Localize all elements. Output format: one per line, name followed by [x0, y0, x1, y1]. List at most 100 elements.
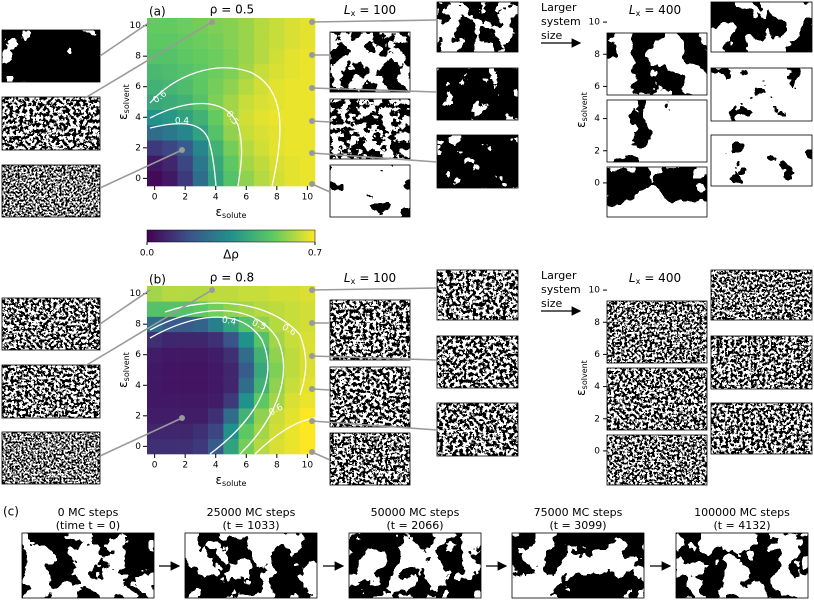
contour-label: 0.4 — [175, 117, 190, 127]
heatmap-cell — [147, 170, 163, 187]
heatmap-cell — [269, 33, 285, 49]
y-tick-label: 2 — [135, 411, 141, 421]
contour-line — [149, 316, 269, 455]
connector — [311, 152, 438, 163]
x-tick-label: 6 — [243, 193, 249, 203]
heatmap-cell — [223, 316, 239, 333]
y-axis-label-subscript: solvent — [122, 352, 131, 381]
heatmap-cell — [192, 438, 209, 455]
snapshot-frame — [329, 366, 411, 428]
heatmap-cell — [269, 79, 285, 95]
heatmap-cell — [162, 347, 178, 363]
heatmap-cell — [299, 423, 316, 440]
snapshot — [185, 533, 317, 598]
heatmap-cell — [208, 347, 224, 363]
heatmap-cell — [253, 155, 270, 172]
colorbar — [146, 229, 316, 243]
heatmap-cell — [192, 94, 209, 110]
heatmap-cell — [177, 392, 194, 409]
heatmap-cell — [269, 109, 285, 126]
heatmap-cell — [162, 316, 178, 333]
snapshot-frame — [710, 269, 813, 321]
contour-line — [149, 102, 243, 187]
colorbar-tick-label: 0.0 — [140, 249, 155, 259]
heatmap-cell — [284, 377, 301, 394]
large-y-axis-label-symbol: ε — [574, 389, 588, 396]
heatmap-cell — [269, 408, 285, 424]
y-tick-label: 10 — [130, 21, 142, 31]
heatmap-cell — [223, 140, 239, 156]
heatmap-cell — [238, 109, 255, 126]
heatmap-cell — [223, 170, 239, 187]
snapshot — [437, 270, 518, 320]
heatmap-cell — [223, 423, 239, 440]
x-tick-label: 10 — [302, 193, 314, 203]
heatmap-cell — [208, 124, 224, 141]
snapshot-frame — [436, 269, 519, 321]
heatmap-cell — [162, 408, 178, 424]
time-caption: 100000 MC steps — [694, 506, 790, 519]
heatmap-cell — [147, 124, 163, 141]
heatmap-cell — [162, 423, 178, 440]
connector — [311, 355, 438, 361]
heatmap-cell — [238, 140, 255, 156]
heatmap-cell — [299, 331, 316, 348]
panel-label: (a) — [149, 5, 166, 19]
snapshot — [437, 135, 518, 188]
time-caption: (t = 1033) — [222, 519, 279, 532]
heatmap-cell — [299, 155, 316, 172]
snapshot — [330, 99, 410, 159]
small-system-title: Lx = 100 — [344, 271, 396, 286]
heatmap-cell — [238, 33, 255, 49]
large-system-title-text: = 400 — [644, 271, 681, 285]
contour-line — [164, 302, 307, 396]
heatmap-cell — [162, 109, 178, 126]
connector — [311, 388, 331, 391]
heatmap-cell — [269, 124, 285, 141]
heatmap-cell — [223, 48, 239, 65]
heatmap-cell — [269, 18, 285, 34]
connector — [311, 451, 331, 461]
heatmap-cell — [269, 423, 285, 440]
heatmap-cell — [253, 124, 270, 141]
snapshot — [607, 33, 707, 95]
y-axis-label-symbol: ε — [116, 113, 130, 120]
large-system-title: Lx = 400 — [629, 3, 681, 18]
snapshot — [2, 30, 100, 82]
heatmap-cell — [238, 124, 255, 141]
heatmap-cell — [192, 423, 209, 440]
heatmap-cell — [162, 48, 178, 65]
heatmap-cell — [147, 140, 163, 156]
x-tick-label: 8 — [274, 461, 280, 471]
y-tick-label: 8 — [135, 320, 141, 330]
time-caption: 25000 MC steps — [207, 506, 296, 519]
connector — [311, 19, 438, 23]
contour-line — [149, 122, 217, 187]
heatmap-cell — [208, 438, 224, 455]
connector — [311, 120, 331, 123]
large-y-axis-label: εsolvent — [574, 92, 589, 128]
heatmap-cell — [223, 392, 239, 409]
small-system-title-symbol: L — [344, 3, 351, 17]
snapshot — [437, 2, 518, 52]
heatmap-cell — [208, 408, 224, 424]
heatmap-cell — [238, 331, 255, 348]
snapshot — [607, 435, 707, 485]
heatmap-cell — [223, 286, 239, 302]
snapshot — [437, 403, 518, 456]
heatmap-cell — [208, 79, 224, 95]
state-point — [179, 147, 185, 153]
heatmap-cell — [223, 331, 239, 348]
x-tick-label: 4 — [213, 461, 219, 471]
heatmap-cell — [208, 362, 224, 378]
heatmap-cell — [208, 155, 224, 172]
large-system-title-symbol: L — [629, 3, 636, 17]
heatmap-cell — [177, 48, 194, 65]
heatmap-cell — [177, 170, 194, 187]
heatmap-cell — [192, 109, 209, 126]
heatmap-cell — [192, 392, 209, 409]
heatmap-cell — [208, 331, 224, 348]
snapshot — [330, 165, 410, 217]
heatmap-cell — [238, 155, 255, 172]
panel-title: ρ = 0.5 — [210, 3, 254, 17]
